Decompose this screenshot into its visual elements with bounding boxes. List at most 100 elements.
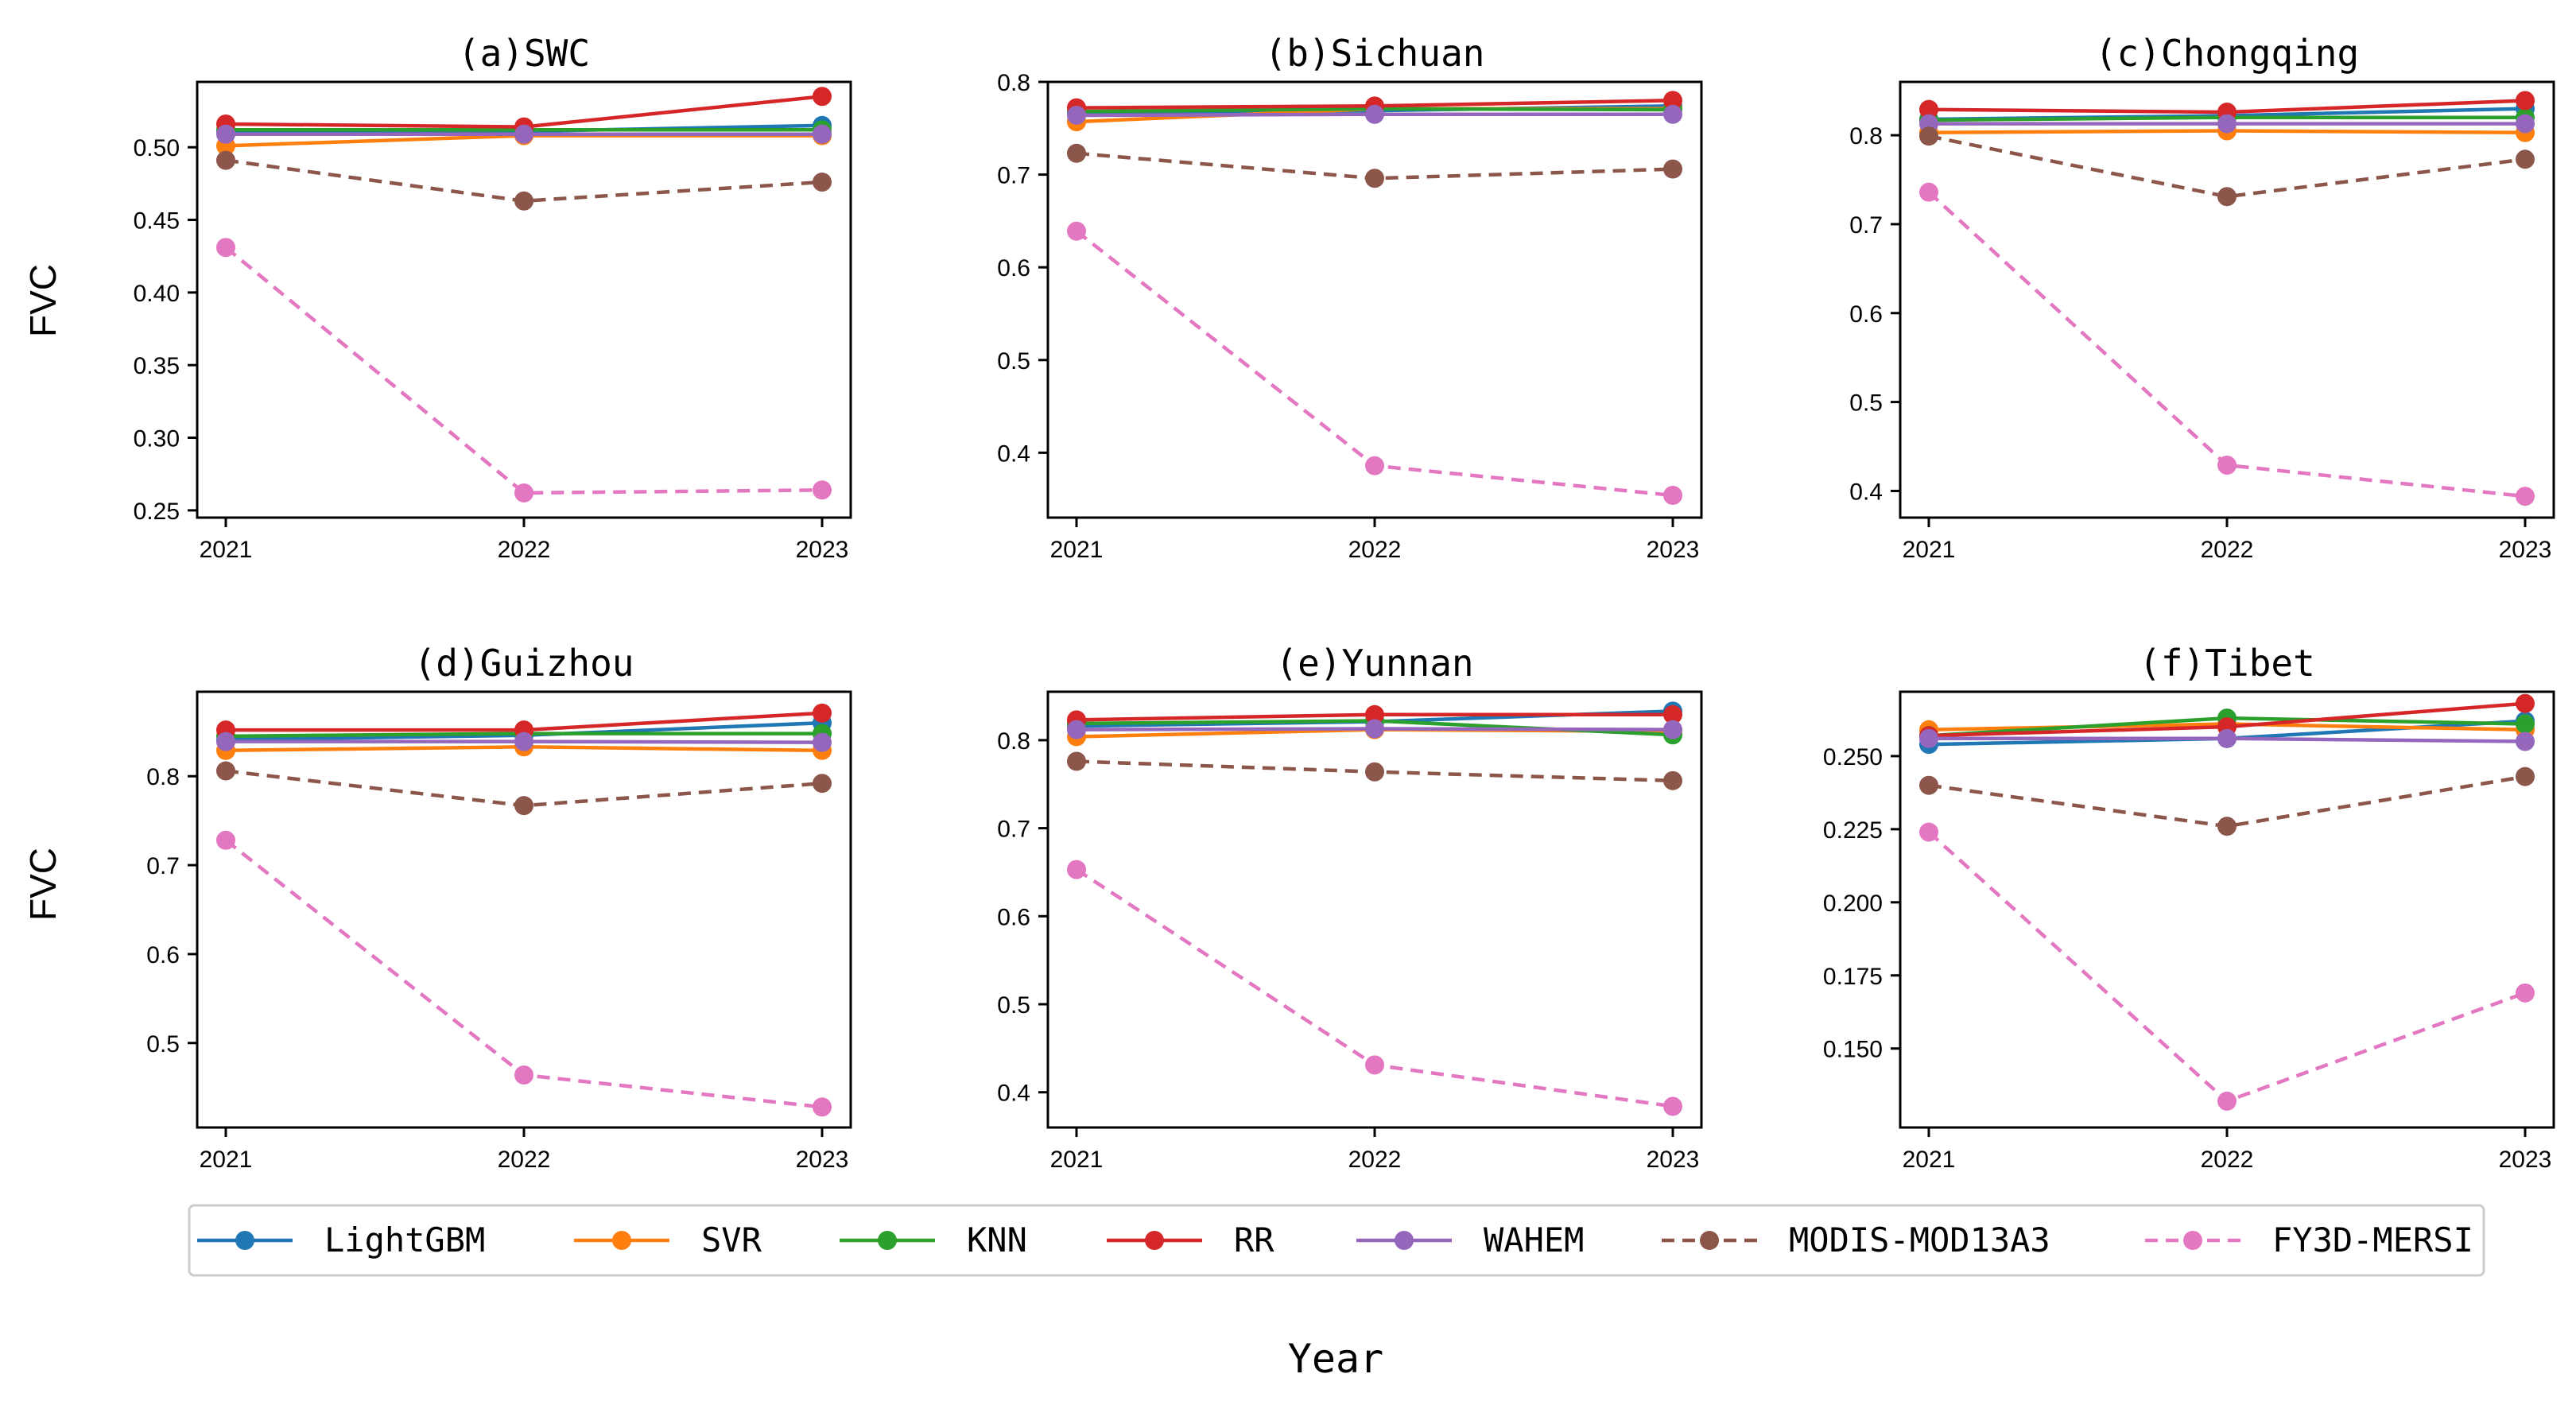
x-tick-label: 2021 [200,537,253,563]
y-tick-label: 0.6 [1849,301,1883,328]
y-tick-label: 0.8 [146,764,180,790]
x-tick-label: 2022 [2201,1147,2254,1173]
y-tick-label: 0.8 [1849,123,1883,149]
data-point [1919,822,1938,842]
legend-label: RR [1234,1221,1274,1259]
data-point [514,483,533,503]
data-point [514,796,533,816]
data-point [2516,714,2535,734]
series-modis-mod13a3 [216,150,832,211]
plot-frame [1899,80,2555,519]
x-tick-label: 2023 [796,1147,849,1173]
series-modis-mod13a3 [216,761,832,816]
y-tick-label: 0.35 [134,353,180,379]
y-tick-label: 0.5 [1849,390,1883,417]
subplot-grid: (a)SWC 2021 2022 2023 0.25 0.30 0.35 0.40 0.45 0.… [134,32,2555,1173]
legend-entry-rr: RR [1107,1221,1274,1259]
series-wahem [1919,728,2535,751]
data-point [1663,91,1682,111]
y-tick-label: 0.6 [146,942,180,968]
y-tick-label: 0.4 [997,1081,1030,1107]
data-point [1663,159,1682,179]
legend-marker [235,1231,254,1250]
y-tick-label: 0.4 [1849,479,1883,505]
legend-label: FY3D-MERSI [2272,1221,2473,1259]
subplot-e-yunnan: (e)Yunnan 2021 2022 2023 0.4 0.5 0.6 0.7 0.8 [997,642,1703,1173]
data-point [2217,1091,2237,1111]
x-tick-label: 2023 [2499,1147,2552,1173]
subplot-d-guizhou: (d)Guizhou 2021 2022 2023 0.5 0.6 0.7 0.8 [146,642,852,1173]
series-wahem [1067,719,1682,739]
legend-entry-modis-mod13a3: MODIS-MOD13A3 [1662,1221,2050,1259]
data-point [2516,91,2535,111]
x-tick-label: 2022 [498,1147,551,1173]
data-point [2516,149,2535,169]
y-tick-label: 0.7 [1849,212,1883,239]
series-wahem [216,732,832,752]
data-point [1365,1055,1384,1075]
legend-label: KNN [967,1221,1027,1259]
plot-frame [196,690,852,1129]
legend-marker [1145,1231,1164,1250]
plot-frame [1046,80,1703,519]
series-fy3d-mersi [1919,182,2535,506]
y-tick-label: 0.7 [997,817,1030,843]
data-point [2516,766,2535,786]
series-modis-mod13a3 [1067,143,1682,188]
data-point [2516,114,2535,134]
y-tick-label: 0.50 [134,135,180,161]
data-point [216,732,235,751]
data-point [1919,182,1938,202]
legend: LightGBM SVR KNN RR WAHEM MODIS-MOD13A3 FY3D-M… [188,1204,2485,1277]
data-point [1365,104,1384,124]
series-line [224,246,823,495]
data-point [514,732,533,751]
subplot-title: (d)Guizhou [414,642,634,685]
data-point [2217,456,2237,475]
data-point [2516,983,2535,1003]
y-tick-label: 0.6 [997,904,1030,930]
y-tick-label: 0.7 [146,853,180,879]
data-point [1067,221,1086,241]
data-point [1365,719,1384,739]
subplot-c-chongqing: (c)Chongqing 2021 2022 2023 0.4 0.5 0.6 0.7 0.8 [1849,32,2555,563]
legend-marker [1700,1231,1719,1250]
legend-marker [878,1231,897,1250]
plot-frame [196,80,852,519]
data-point [514,124,533,144]
series-fy3d-mersi [1919,822,2535,1111]
legend-entry-svr: SVR [574,1221,762,1259]
data-point [1067,720,1086,739]
x-tick-label: 2022 [498,537,551,563]
subplot-a-swc: (a)SWC 2021 2022 2023 0.25 0.30 0.35 0.40 0.45 0.… [134,32,852,563]
data-point [216,761,235,781]
data-point [2516,487,2535,506]
x-tick-label: 2021 [1903,1147,1956,1173]
data-point [514,1065,533,1085]
series-fy3d-mersi [1067,221,1682,506]
legend-frame [188,1204,2485,1277]
y-tick-label: 0.5 [146,1031,180,1058]
subplot-title: (a)SWC [458,32,590,75]
legend-entry-knn: KNN [840,1221,1027,1259]
data-point [2217,817,2237,836]
legend-label: SVR [701,1221,762,1259]
y-axis-label-row-2: FVC [22,848,64,921]
data-point [1663,770,1682,790]
data-point [2217,187,2237,207]
data-point [1663,1096,1682,1116]
legend-marker [1395,1231,1414,1250]
x-tick-label: 2021 [1050,537,1104,563]
data-point [1919,728,1938,748]
series-fy3d-mersi [216,238,832,503]
legend-marker [612,1231,631,1250]
series-modis-mod13a3 [1919,766,2535,836]
data-point [813,774,832,794]
data-point [1919,99,1938,119]
series-fy3d-mersi [1067,860,1682,1116]
data-point [216,124,235,144]
legend-entry-wahem: WAHEM [1356,1221,1584,1259]
x-tick-label: 2023 [796,537,849,563]
y-tick-label: 0.8 [997,70,1030,96]
